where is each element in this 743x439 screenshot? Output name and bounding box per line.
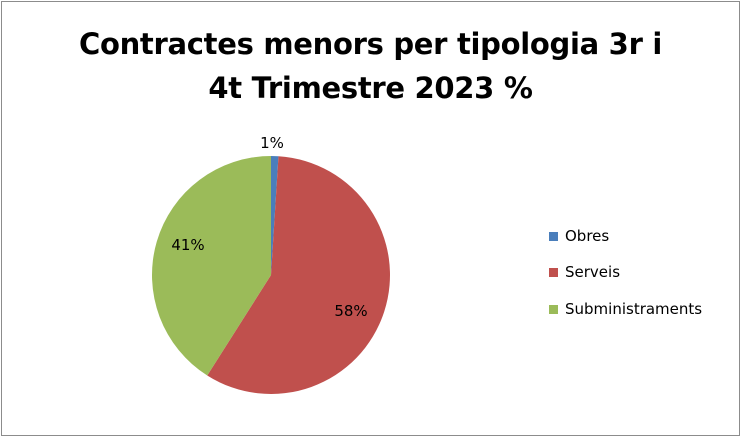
data-label-obres: 1% <box>260 134 284 152</box>
legend-swatch-serveis <box>549 268 558 277</box>
legend-label-obres: Obres <box>565 227 610 245</box>
chart-title-line-1: Contractes menors per tipologia 3r i <box>78 27 663 61</box>
legend-swatch-subministraments <box>549 305 558 314</box>
legend-label-serveis: Serveis <box>565 263 621 281</box>
pie-slice-subministraments <box>152 156 271 376</box>
data-label-subministraments: 41% <box>171 236 204 254</box>
chart-title-line-2: 4t Trimestre 2023 % <box>208 71 533 105</box>
pie-slice-obres <box>271 156 279 275</box>
pie-slice-serveis <box>207 156 390 395</box>
legend-swatch-obres <box>549 232 558 241</box>
data-label-serveis: 58% <box>334 302 367 320</box>
chart-title: Contractes menors per tipologia 3r i 4t … <box>0 22 741 110</box>
legend-label-subministraments: Subministraments <box>565 300 703 318</box>
